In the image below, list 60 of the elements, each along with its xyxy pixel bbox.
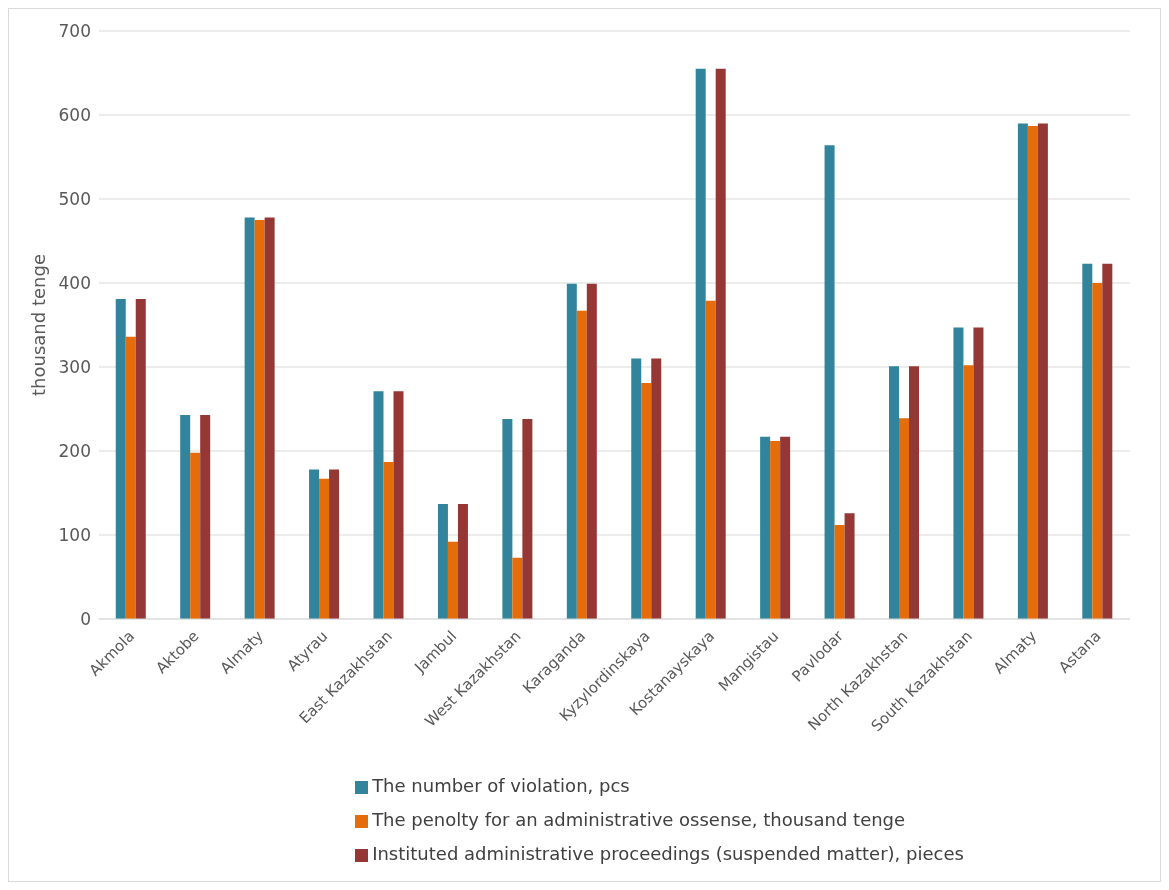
bar bbox=[586, 283, 597, 619]
bar bbox=[135, 298, 146, 619]
y-tick-label: 500 bbox=[58, 189, 91, 210]
bar bbox=[200, 414, 211, 619]
bar bbox=[760, 436, 771, 619]
bar bbox=[1037, 123, 1048, 619]
bar bbox=[715, 68, 726, 619]
y-tick-label: 0 bbox=[80, 609, 91, 630]
bar bbox=[566, 283, 577, 619]
bar bbox=[190, 452, 201, 619]
bar bbox=[254, 220, 265, 619]
legend-label: The number of violation, pcs bbox=[372, 775, 630, 796]
bar bbox=[180, 414, 191, 619]
bar bbox=[125, 336, 136, 619]
y-tick-label: 300 bbox=[58, 357, 91, 378]
legend-label: Instituted administrative proceedings (suspended matter), pieces bbox=[372, 843, 964, 864]
bar bbox=[889, 366, 899, 619]
bar bbox=[963, 365, 974, 619]
bar bbox=[512, 557, 523, 619]
bar bbox=[329, 469, 340, 619]
bar bbox=[576, 310, 587, 619]
bar bbox=[770, 440, 781, 619]
bar bbox=[695, 68, 706, 619]
bar bbox=[953, 327, 964, 619]
bar bbox=[244, 217, 255, 619]
bar bbox=[1027, 125, 1038, 619]
y-tick-label: 600 bbox=[58, 105, 91, 126]
bar bbox=[973, 327, 984, 619]
bar bbox=[447, 541, 458, 619]
legend-label: The penolty for an administrative ossense, thousand tenge bbox=[372, 809, 906, 830]
bar bbox=[393, 391, 404, 619]
bar bbox=[899, 418, 909, 619]
y-tick-label: 200 bbox=[58, 441, 91, 462]
bar bbox=[115, 298, 126, 619]
bar bbox=[780, 436, 791, 619]
bar bbox=[651, 358, 662, 619]
bar bbox=[1017, 123, 1028, 619]
bar bbox=[641, 382, 652, 619]
bar bbox=[834, 524, 845, 619]
bar bbox=[844, 513, 855, 619]
y-tick-label: 100 bbox=[58, 525, 91, 546]
bar bbox=[502, 419, 513, 619]
bar bbox=[705, 300, 716, 619]
bar bbox=[1102, 263, 1113, 619]
bar bbox=[631, 358, 642, 619]
bar bbox=[309, 469, 320, 619]
bar bbox=[909, 366, 919, 619]
bar bbox=[319, 478, 330, 619]
bar bbox=[1092, 283, 1103, 619]
bar bbox=[457, 503, 468, 619]
bar bbox=[373, 391, 384, 619]
bar bbox=[1082, 263, 1093, 619]
y-tick-label: 400 bbox=[58, 273, 91, 294]
y-axis-title: thousand tenge bbox=[28, 254, 50, 396]
y-tick-label: 700 bbox=[58, 21, 91, 42]
bar bbox=[383, 461, 394, 619]
bar bbox=[264, 217, 275, 619]
bar bbox=[437, 503, 448, 619]
bar bbox=[522, 419, 533, 619]
bar bbox=[824, 145, 835, 619]
